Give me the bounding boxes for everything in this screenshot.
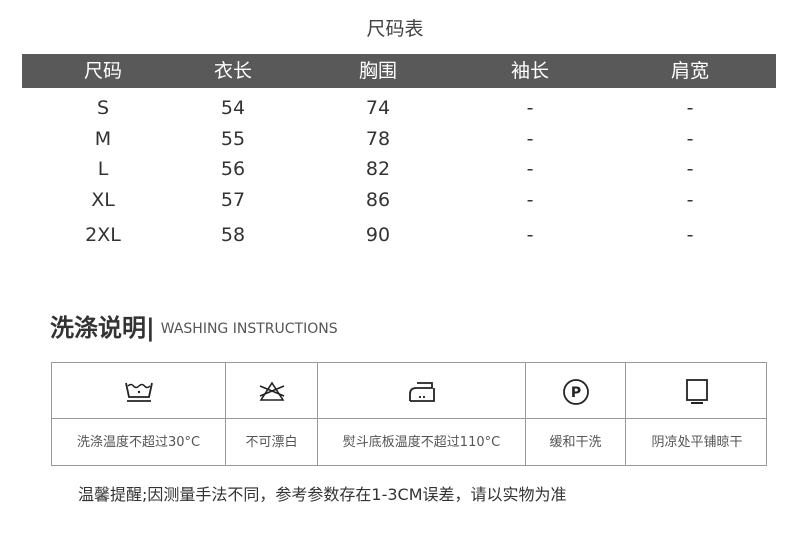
size-chart-title: 尺码表 xyxy=(366,18,424,40)
svg-text:P: P xyxy=(570,385,580,401)
dry-flat-shade-icon xyxy=(626,377,768,407)
cell-shoulder: - xyxy=(686,158,694,180)
cell-chest: 74 xyxy=(365,97,391,119)
iron-label: 熨斗底板温度不超过110°C xyxy=(342,435,501,450)
cell-length: 57 xyxy=(220,189,246,211)
no-bleach-icon xyxy=(226,377,317,407)
cell-length: 54 xyxy=(220,97,246,119)
wash-30-icon xyxy=(52,377,225,407)
cell-shoulder: - xyxy=(686,189,694,211)
cell-size: 2XL xyxy=(85,224,121,246)
cell-sleeve: - xyxy=(526,128,534,150)
cell-size: S xyxy=(96,97,110,119)
cell-shoulder: - xyxy=(686,128,694,150)
cell-length: 58 xyxy=(220,224,246,246)
cell-sleeve: - xyxy=(526,189,534,211)
cell-chest: 82 xyxy=(365,158,391,180)
wash-label: 洗涤温度不超过30°C xyxy=(76,435,201,450)
cell-chest: 86 xyxy=(365,189,391,211)
washing-subtitle: WASHING INSTRUCTIONS xyxy=(160,321,338,337)
header-length: 衣长 xyxy=(213,60,252,82)
cell-sleeve: - xyxy=(526,224,534,246)
header-size: 尺码 xyxy=(83,60,122,82)
bleach-label: 不可漂白 xyxy=(245,435,298,450)
cell-length: 56 xyxy=(220,158,246,180)
washing-heading: 洗涤说明| WASHING INSTRUCTIONS xyxy=(50,308,338,343)
cell-shoulder: - xyxy=(686,224,694,246)
cell-size: L xyxy=(97,158,109,180)
cell-size: XL xyxy=(91,189,115,211)
washing-title: 洗涤说明| xyxy=(50,314,155,342)
cell-shoulder: - xyxy=(686,97,694,119)
dry-clean-p-icon: P xyxy=(526,377,625,407)
header-shoulder: 肩宽 xyxy=(670,60,709,82)
iron-low-icon xyxy=(318,377,525,407)
cell-size: M xyxy=(94,128,112,150)
washing-table: P 洗涤温度不超过30°C 不可漂白 熨斗底板温度不超过110°C 缓和干洗 阴… xyxy=(51,362,767,466)
header-chest: 胸围 xyxy=(358,60,397,82)
header-sleeve: 袖长 xyxy=(510,60,549,82)
cell-sleeve: - xyxy=(526,97,534,119)
dry-label: 阴凉处平铺晾干 xyxy=(651,435,743,450)
dry-clean-label: 缓和干洗 xyxy=(549,435,602,450)
size-table-header: 尺码 衣长 胸围 袖长 肩宽 xyxy=(22,54,776,88)
cell-length: 55 xyxy=(220,128,246,150)
cell-sleeve: - xyxy=(526,158,534,180)
cell-chest: 90 xyxy=(365,224,391,246)
measurement-tip: 温馨提醒;因测量手法不同，参考参数存在1-3CM误差，请以实物为准 xyxy=(78,485,567,504)
cell-chest: 78 xyxy=(365,128,391,150)
